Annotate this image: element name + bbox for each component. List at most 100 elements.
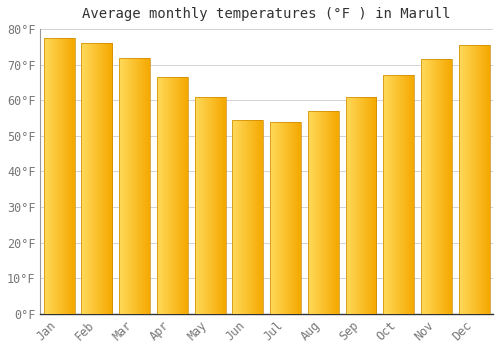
Bar	[46, 38, 47, 314]
Bar	[388, 75, 390, 314]
Bar	[254, 120, 255, 314]
Bar	[482, 45, 483, 314]
Bar	[244, 120, 246, 314]
Bar	[47, 38, 48, 314]
Bar	[472, 45, 473, 314]
Bar	[54, 38, 56, 314]
Bar	[284, 122, 285, 314]
Bar	[271, 122, 272, 314]
Bar	[176, 77, 177, 314]
Bar	[276, 122, 277, 314]
Bar	[489, 45, 490, 314]
Bar	[395, 75, 396, 314]
Bar	[183, 77, 184, 314]
Bar	[110, 43, 111, 314]
Bar	[174, 77, 176, 314]
Bar	[161, 77, 162, 314]
Bar	[481, 45, 482, 314]
Bar	[206, 97, 207, 314]
Title: Average monthly temperatures (°F ) in Marull: Average monthly temperatures (°F ) in Ma…	[82, 7, 451, 21]
Bar	[274, 122, 276, 314]
Bar	[250, 120, 251, 314]
Bar	[475, 45, 476, 314]
Bar	[450, 59, 452, 314]
Bar	[346, 97, 348, 314]
Bar	[248, 120, 249, 314]
Bar	[371, 97, 372, 314]
Bar	[194, 97, 226, 314]
Bar	[425, 59, 426, 314]
Bar	[90, 43, 92, 314]
Bar	[410, 75, 412, 314]
Bar	[394, 75, 395, 314]
Bar	[288, 122, 290, 314]
Bar	[421, 59, 452, 314]
Bar	[366, 97, 368, 314]
Bar	[336, 111, 338, 314]
Bar	[241, 120, 242, 314]
Bar	[48, 38, 50, 314]
Bar	[462, 45, 464, 314]
Bar	[129, 57, 130, 314]
Bar	[314, 111, 315, 314]
Bar	[337, 111, 338, 314]
Bar	[468, 45, 469, 314]
Bar	[247, 120, 248, 314]
Bar	[441, 59, 442, 314]
Bar	[184, 77, 185, 314]
Bar	[315, 111, 316, 314]
Bar	[202, 97, 203, 314]
Bar	[73, 38, 74, 314]
Bar	[296, 122, 298, 314]
Bar	[90, 43, 91, 314]
Bar	[210, 97, 211, 314]
Bar	[401, 75, 402, 314]
Bar	[313, 111, 314, 314]
Bar	[348, 97, 349, 314]
Bar	[409, 75, 410, 314]
Bar	[330, 111, 331, 314]
Bar	[216, 97, 217, 314]
Bar	[201, 97, 202, 314]
Bar	[101, 43, 102, 314]
Bar	[124, 57, 125, 314]
Bar	[358, 97, 359, 314]
Bar	[478, 45, 479, 314]
Bar	[232, 120, 264, 314]
Bar	[291, 122, 292, 314]
Bar	[164, 77, 165, 314]
Bar	[92, 43, 93, 314]
Bar	[385, 75, 386, 314]
Bar	[280, 122, 281, 314]
Bar	[50, 38, 51, 314]
Bar	[163, 77, 164, 314]
Bar	[44, 38, 74, 314]
Bar	[134, 57, 135, 314]
Bar	[422, 59, 424, 314]
Bar	[298, 122, 299, 314]
Bar	[334, 111, 335, 314]
Bar	[442, 59, 443, 314]
Bar	[277, 122, 278, 314]
Bar	[60, 38, 62, 314]
Bar	[362, 97, 364, 314]
Bar	[392, 75, 394, 314]
Bar	[408, 75, 409, 314]
Bar	[213, 97, 214, 314]
Bar	[58, 38, 59, 314]
Bar	[234, 120, 235, 314]
Bar	[482, 45, 484, 314]
Bar	[53, 38, 54, 314]
Bar	[326, 111, 328, 314]
Bar	[204, 97, 206, 314]
Bar	[45, 38, 46, 314]
Bar	[157, 77, 188, 314]
Bar	[292, 122, 294, 314]
Bar	[398, 75, 399, 314]
Bar	[244, 120, 245, 314]
Bar	[251, 120, 252, 314]
Bar	[157, 77, 158, 314]
Bar	[138, 57, 140, 314]
Bar	[400, 75, 401, 314]
Bar	[132, 57, 134, 314]
